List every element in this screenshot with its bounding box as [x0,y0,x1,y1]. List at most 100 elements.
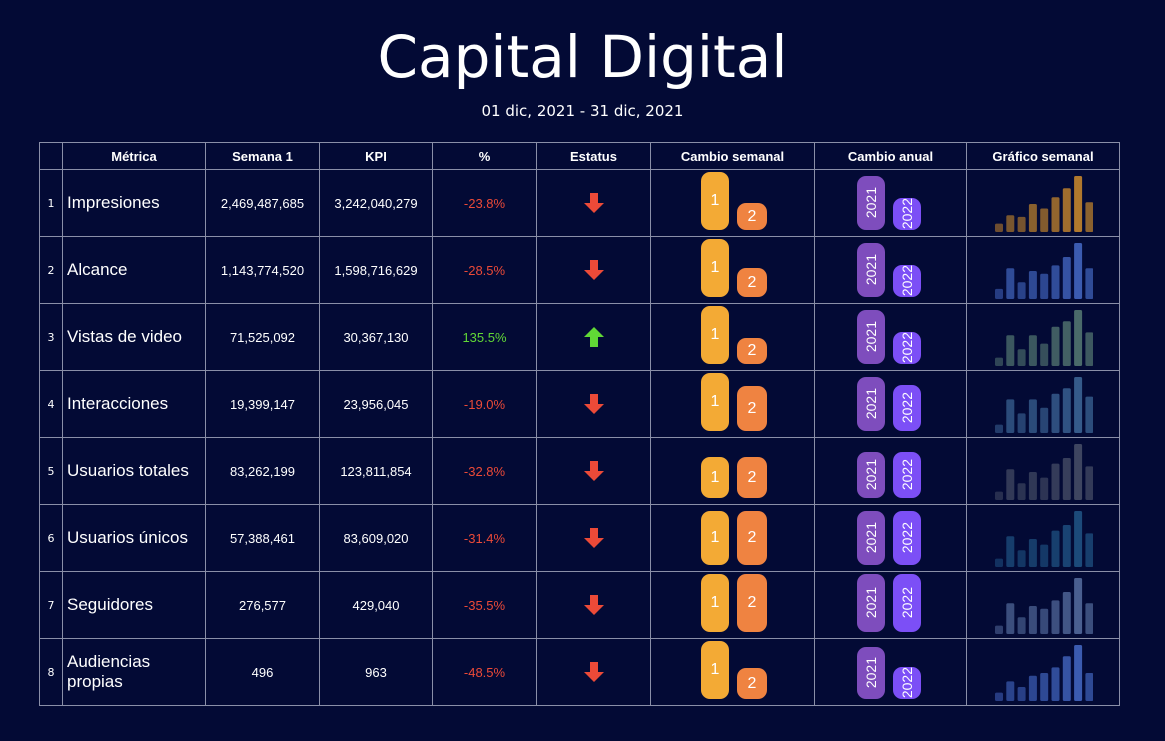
sparkline-bar-4 [1028,399,1037,433]
sparkline-bar-4 [1028,204,1037,232]
year2022-pill: 2022 [893,667,921,699]
week1-pill-label: 1 [710,661,720,678]
pct-value: -28.5% [463,262,506,278]
year2021-pill: 2021 [857,574,885,632]
week1-pill: 1 [701,457,729,498]
arrow-down-icon [583,260,604,280]
table-row[interactable]: 3 Vistas de video 71,525,092 30,367,130 135.… [39,303,1120,371]
annual-change-cell: 2021 2022 [814,370,967,438]
week1-cell: 1,143,774,520 [205,236,320,304]
metric-cell: Audiencias propias [62,638,206,706]
kpi-value: 23,956,045 [343,396,409,412]
week2-pill-label: 2 [747,594,757,611]
header-week1[interactable]: Semana 1 [205,142,320,170]
table-row[interactable]: 2 Alcance 1,143,774,520 1,598,716,629 -28.5%… [39,236,1120,304]
annual-change-pills: 2021 2022 [815,304,966,370]
sparkline-chart [995,444,1093,500]
weekly-chart-cell [966,169,1120,237]
year2022-pill: 2022 [893,332,921,364]
table-row[interactable]: 1 Impresiones 2,469,487,685 3,242,040,279 -2… [39,169,1120,237]
sparkline-bar-6 [1051,600,1060,634]
pct-cell: 135.5% [432,303,537,371]
weekly-chart-cell [966,236,1120,304]
table-row[interactable]: 6 Usuarios únicos 57,388,461 83,609,020 -31.… [39,504,1120,572]
page-title: Capital Digital [377,23,788,91]
pct-cell: -32.8% [432,437,537,505]
pct-cell: -48.5% [432,638,537,706]
sparkline-bar-2 [1006,215,1015,232]
pct-value: -32.8% [463,463,506,479]
header-weekly-chart[interactable]: Gráfico semanal [966,142,1120,170]
week1-pill-label: 1 [710,594,720,611]
annual-change-cell: 2021 2022 [814,437,967,505]
annual-change-cell: 2021 2022 [814,236,967,304]
table-row[interactable]: 5 Usuarios totales 83,262,199 123,811,854 -3… [39,437,1120,505]
header-status[interactable]: Estatus [536,142,651,170]
sparkline-bar-4 [1028,539,1037,567]
week2-pill-label: 2 [747,674,757,692]
year2021-pill: 2021 [857,176,885,230]
header-weekly-change[interactable]: Cambio semanal [650,142,815,170]
sparkline-bar-1 [995,424,1003,433]
sparkline-bar-3 [1017,216,1026,232]
table-row[interactable]: 8 Audiencias propias 496 963 -48.5% 1 2 2021 202… [39,638,1120,706]
table-row[interactable]: 4 Interacciones 19,399,147 23,956,045 -19.0%… [39,370,1120,438]
header-row: Métrica Semana 1 KPI % Estatus Cambio se… [39,142,1120,170]
header-metric[interactable]: Métrica [62,142,206,170]
metric-name: Alcance [67,260,128,279]
metric-name: Impresiones [67,193,160,212]
week1-cell: 83,262,199 [205,437,320,505]
sparkline-bar-7 [1062,525,1071,567]
sparkline-bar-8 [1074,444,1083,500]
sparkline-bar-1 [995,357,1003,366]
annual-change-cell: 2021 2022 [814,638,967,706]
week1-pill-label: 1 [710,529,720,546]
week2-pill: 2 [737,668,767,699]
sparkline-bar-3 [1017,349,1026,366]
pct-cell: -28.5% [432,236,537,304]
sparkline-chart [995,578,1093,634]
sparkline-bar-5 [1040,544,1049,567]
sparkline-chart [995,310,1093,366]
row-index-label: 7 [47,598,55,612]
metrics-table: Métrica Semana 1 KPI % Estatus Cambio se… [39,142,1120,706]
year2022-pill-label: 2022 [899,459,915,491]
sparkline-bar-6 [1051,463,1060,500]
row-index: 6 [39,504,63,572]
header-pct[interactable]: % [432,142,537,170]
header-annual-change[interactable]: Cambio anual [814,142,967,170]
week1-value: 2,469,487,685 [220,195,305,211]
sparkline-bar-1 [995,692,1003,701]
week2-pill: 2 [737,511,767,565]
row-index: 3 [39,303,63,371]
sparkline-bar-4 [1028,675,1037,701]
row-index-label: 6 [47,531,55,545]
sparkline-bar-2 [1006,268,1015,299]
metric-name: Usuarios únicos [67,528,188,547]
table-row[interactable]: 7 Seguidores 276,577 429,040 -35.5% 1 2 2021 202… [39,571,1120,639]
annual-change-cell: 2021 2022 [814,303,967,371]
year2021-pill-label: 2021 [863,459,879,491]
sparkline-bar-2 [1006,335,1015,366]
year2022-pill-label: 2022 [899,522,915,554]
week1-cell: 2,469,487,685 [205,169,320,237]
week1-cell: 57,388,461 [205,504,320,572]
sparkline-bar-2 [1006,603,1015,634]
header-kpi[interactable]: KPI [319,142,433,170]
kpi-value: 1,598,716,629 [334,262,418,278]
pct-value: 135.5% [462,329,507,345]
sparkline-bar-8 [1074,645,1083,701]
week1-cell: 496 [205,638,320,706]
week1-pill-label: 1 [710,393,720,410]
pct-cell: -23.8% [432,169,537,237]
year2022-pill-label: 2022 [899,392,915,424]
metric-name: Interacciones [67,394,169,413]
kpi-cell: 3,242,040,279 [319,169,433,237]
year2021-pill: 2021 [857,377,885,431]
sparkline-bar-1 [995,491,1003,500]
